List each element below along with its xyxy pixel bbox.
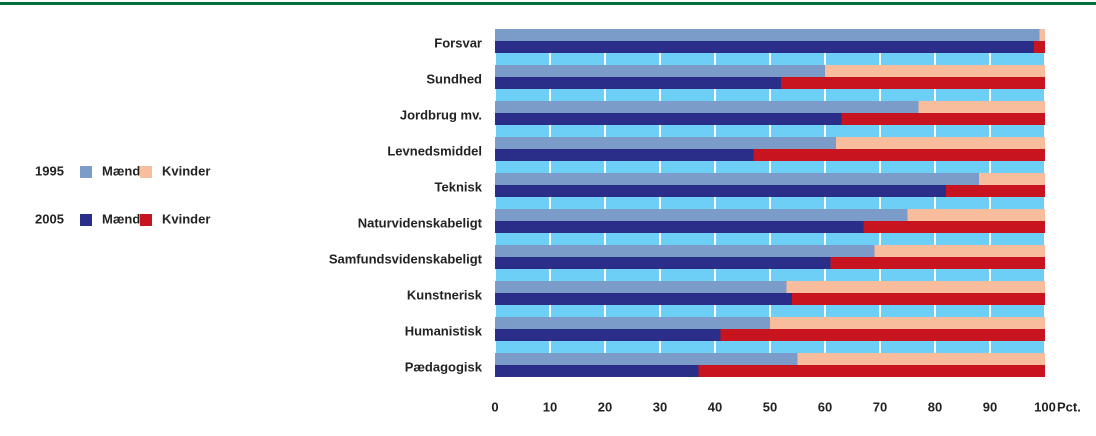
x-tick-label: 70: [873, 399, 887, 414]
legend-group-label: 2005: [35, 211, 64, 226]
x-tick-label: 90: [983, 399, 997, 414]
x-tick-label: 60: [818, 399, 832, 414]
x-tick-label: 40: [708, 399, 722, 414]
top-rule: [0, 2, 1096, 5]
legend-label: Mænd: [102, 163, 140, 178]
bar-segment: [825, 65, 1045, 77]
x-tick-label: 20: [598, 399, 612, 414]
bar-segment: [753, 149, 1045, 161]
bar-segment: [786, 281, 1045, 293]
category-label: Levnedsmiddel: [387, 143, 482, 158]
legend-label: Kvinder: [162, 163, 210, 178]
bar-segment: [495, 281, 787, 293]
category-label: Samfundsvidenskabeligt: [329, 251, 483, 266]
bar-segment: [495, 101, 919, 113]
x-tick-label: 80: [928, 399, 942, 414]
bar-segment: [495, 317, 770, 329]
legend-swatch: [140, 166, 152, 178]
legend-label: Mænd: [102, 211, 140, 226]
bar-segment: [698, 365, 1045, 377]
category-label: Teknisk: [435, 179, 483, 194]
bar-segment: [720, 329, 1045, 341]
legend-label: Kvinder: [162, 211, 210, 226]
bar-segment: [797, 353, 1045, 365]
x-tick-label: 30: [653, 399, 667, 414]
bar-segment: [770, 317, 1045, 329]
bar-segment: [495, 353, 798, 365]
bar-segment: [979, 173, 1045, 185]
legend-swatch: [140, 214, 152, 226]
bar-segment: [1034, 41, 1045, 53]
bar-segment: [495, 209, 908, 221]
bar-segment: [495, 257, 831, 269]
category-label: Humanistisk: [405, 323, 483, 338]
bar-segment: [918, 101, 1045, 113]
category-label: Pædagogisk: [405, 359, 483, 374]
bar-segment: [874, 245, 1045, 257]
bar-segment: [495, 293, 792, 305]
bar-segment: [863, 221, 1045, 233]
bar-segment: [495, 221, 864, 233]
bar-segment: [495, 41, 1034, 53]
bar-segment: [495, 29, 1040, 41]
bar-segment: [495, 149, 754, 161]
bar-segment: [495, 185, 946, 197]
bar-segment: [781, 77, 1045, 89]
legend-swatch: [80, 166, 92, 178]
x-tick-label: 0: [491, 399, 498, 414]
bar-segment: [495, 173, 979, 185]
category-label: Naturvidenskabeligt: [358, 215, 483, 230]
bar-segment: [836, 137, 1045, 149]
bar-segment: [1039, 29, 1045, 41]
x-tick-label: 100: [1034, 399, 1056, 414]
legend-group-label: 1995: [35, 163, 64, 178]
bar-segment: [907, 209, 1045, 221]
bar-segment: [495, 365, 699, 377]
x-tick-label: 50: [763, 399, 777, 414]
category-label: Forsvar: [434, 35, 482, 50]
bar-segment: [495, 137, 836, 149]
category-label: Sundhed: [426, 71, 482, 86]
bar-segment: [495, 329, 721, 341]
bar-segment: [830, 257, 1045, 269]
bar-segment: [946, 185, 1045, 197]
x-tick-label: 10: [543, 399, 557, 414]
bar-segment: [792, 293, 1045, 305]
bar-segment: [495, 65, 825, 77]
category-label: Jordbrug mv.: [400, 107, 482, 122]
bar-segment: [495, 77, 781, 89]
bar-segment: [495, 113, 842, 125]
legend-swatch: [80, 214, 92, 226]
x-unit-label: Pct.: [1057, 399, 1081, 414]
bar-segment: [495, 245, 875, 257]
bar-segment: [841, 113, 1045, 125]
category-label: Kunstnerisk: [407, 287, 483, 302]
